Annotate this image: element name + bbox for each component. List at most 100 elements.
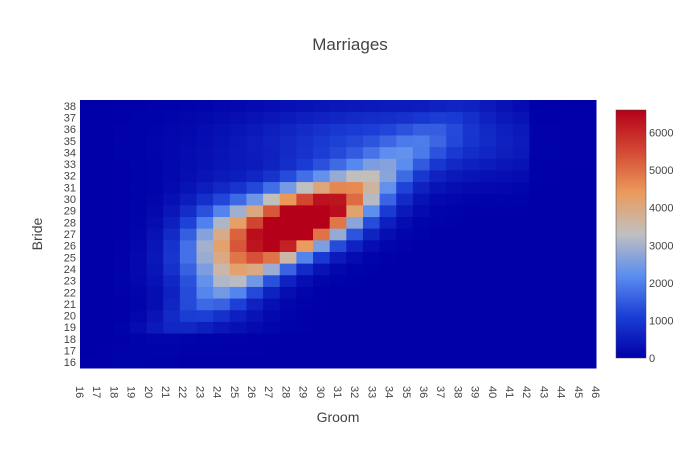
heatmap-cell: [196, 169, 214, 183]
heatmap-cell: [429, 228, 447, 241]
heatmap-cell: [80, 333, 98, 346]
heatmap-cell: [129, 298, 148, 311]
heatmap-cell: [362, 239, 381, 252]
heatmap-cell: [146, 286, 164, 299]
heatmap-cell: [429, 251, 447, 264]
heatmap-cell: [113, 286, 131, 299]
heatmap-cell: [129, 193, 148, 206]
heatmap-cell: [96, 216, 114, 229]
heatmap-cell: [396, 204, 414, 218]
heatmap-cell: [529, 228, 547, 241]
heatmap-cell: [179, 158, 198, 171]
heatmap-cell: [113, 216, 131, 229]
heatmap-cell: [396, 286, 414, 299]
heatmap-cell: [579, 333, 597, 346]
heatmap-cell: [496, 158, 514, 171]
x-tick-label: 46: [589, 386, 601, 398]
heatmap-cell: [579, 111, 597, 124]
heatmap-cell: [279, 123, 297, 136]
heatmap-cell: [129, 356, 148, 369]
heatmap-cell: [346, 181, 364, 194]
heatmap-cell: [529, 134, 547, 148]
heatmap-cell: [546, 263, 564, 276]
heatmap-cell: [496, 239, 514, 252]
x-tick-label: 38: [451, 386, 463, 398]
x-tick-label: 16: [73, 386, 85, 398]
heatmap-cell: [196, 356, 214, 369]
heatmap-cell: [246, 169, 264, 183]
heatmap-cell: [496, 251, 514, 264]
heatmap-cell: [579, 321, 597, 334]
heatmap-cell: [329, 193, 347, 206]
y-tick-label: 21: [64, 299, 76, 311]
heatmap-cell: [129, 100, 148, 113]
heatmap-cell: [279, 356, 297, 369]
colorbar-tick-label: 5000: [649, 165, 673, 177]
heatmap-cell: [279, 134, 297, 148]
heatmap-cell: [196, 321, 214, 334]
heatmap-cell: [279, 286, 297, 299]
heatmap-cell: [462, 251, 480, 264]
y-tick-label: 35: [64, 136, 76, 148]
heatmap-cell: [346, 216, 364, 229]
heatmap-cell: [546, 169, 564, 183]
heatmap-cell: [396, 100, 414, 113]
heatmap-cell: [213, 169, 231, 183]
heatmap-cell: [96, 239, 114, 252]
heatmap-cell: [496, 356, 514, 369]
heatmap-cell: [329, 111, 347, 124]
heatmap-cell: [379, 286, 397, 299]
heatmap-cell: [196, 158, 214, 171]
heatmap-cell: [512, 239, 530, 252]
heatmap-cell: [313, 309, 331, 322]
heatmap-cell: [562, 228, 580, 241]
heatmap-cell: [329, 263, 347, 276]
heatmap-cell: [229, 344, 247, 357]
heatmap-cell: [412, 251, 431, 264]
heatmap-cell: [279, 181, 297, 194]
heatmap-cell: [313, 193, 331, 206]
heatmap-cell: [396, 356, 414, 369]
heatmap-cell: [96, 169, 114, 183]
heatmap-cell: [163, 146, 181, 159]
heatmap-cell: [446, 251, 464, 264]
heatmap-cell: [196, 146, 214, 159]
heatmap-cell: [546, 309, 564, 322]
heatmap-cell: [80, 216, 98, 229]
y-tick-label: 20: [64, 311, 76, 323]
heatmap-cell: [446, 263, 464, 276]
heatmap-cell: [329, 321, 347, 334]
heatmap-cell: [446, 356, 464, 369]
heatmap-cell: [379, 309, 397, 322]
heatmap-cell: [263, 146, 281, 159]
heatmap-cell: [113, 263, 131, 276]
heatmap-cell: [113, 251, 131, 264]
heatmap-cell: [512, 344, 530, 357]
heatmap-cell: [96, 321, 114, 334]
heatmap-cell: [196, 344, 214, 357]
heatmap-cell: [579, 158, 597, 171]
y-axis-title: Bride: [29, 217, 45, 250]
heatmap-cell: [113, 309, 131, 322]
heatmap-cell: [179, 146, 198, 159]
x-tick-label: 36: [417, 386, 429, 398]
heatmap-cell: [462, 286, 480, 299]
heatmap-cell: [512, 111, 530, 124]
heatmap-cell: [362, 263, 381, 276]
heatmap-cell: [412, 100, 431, 113]
heatmap-cell: [329, 286, 347, 299]
heatmap-cell: [196, 134, 214, 148]
heatmap-cell: [296, 344, 314, 357]
heatmap-cell: [146, 228, 164, 241]
heatmap-cell: [462, 309, 480, 322]
heatmap-cell: [346, 111, 364, 124]
heatmap-cell: [346, 274, 364, 287]
heatmap-cell: [496, 344, 514, 357]
heatmap-cell: [529, 239, 547, 252]
heatmap-cell: [379, 228, 397, 241]
heatmap-cell: [213, 100, 231, 113]
heatmap-cell: [512, 251, 530, 264]
y-tick-label: 16: [64, 357, 76, 369]
heatmap-cell: [96, 263, 114, 276]
heatmap-cell: [229, 309, 247, 322]
